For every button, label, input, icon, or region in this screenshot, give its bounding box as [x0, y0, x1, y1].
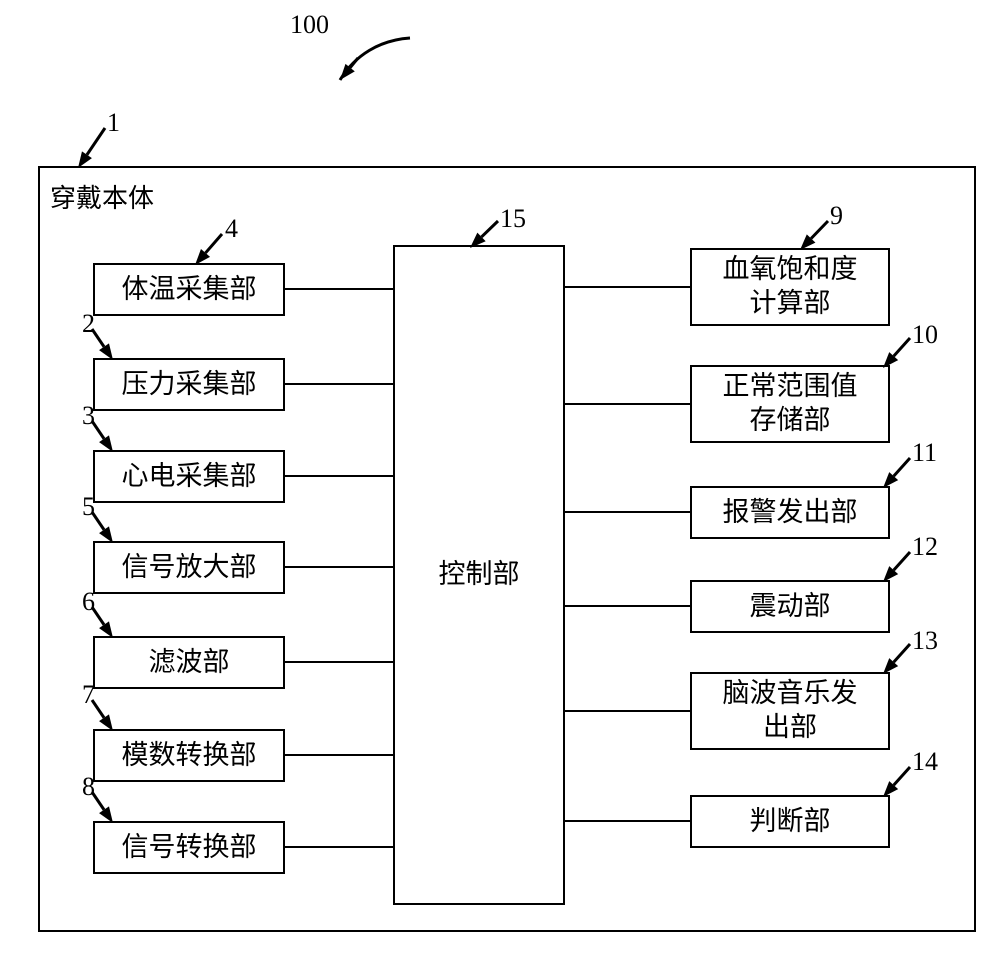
left-label-3: 心电采集部	[122, 460, 257, 494]
ref-num-12: 12	[912, 532, 938, 562]
outer-container-title: 穿戴本体	[50, 178, 154, 215]
ref-num-2: 2	[82, 309, 95, 339]
ref-num-4: 4	[225, 214, 238, 244]
ref-num-6: 6	[82, 587, 95, 617]
diagram-canvas: 穿戴本体 控制部 体温采集部 4 压力采集部 2 心电采集部 3 信号放大部 5 滤波部 6 模数转…	[0, 0, 1000, 963]
left-block-4: 体温采集部	[93, 263, 285, 316]
right-label-10: 正常范围值 存储部	[723, 370, 858, 438]
left-label-6: 滤波部	[149, 646, 230, 680]
right-block-10: 正常范围值 存储部	[690, 365, 890, 443]
ref-num-5: 5	[82, 492, 95, 522]
ref-num-8: 8	[82, 772, 95, 802]
ref-num-1: 1	[107, 108, 120, 138]
right-block-12: 震动部	[690, 580, 890, 633]
ref-num-15: 15	[500, 204, 526, 234]
right-block-11: 报警发出部	[690, 486, 890, 539]
ref-num-13: 13	[912, 626, 938, 656]
ref-num-11: 11	[912, 438, 937, 468]
right-label-9: 血氧饱和度 计算部	[723, 253, 858, 321]
ref-num-100: 100	[290, 10, 329, 40]
ref-num-7: 7	[82, 680, 95, 710]
ref-num-3: 3	[82, 401, 95, 431]
left-label-8: 信号转换部	[122, 831, 257, 865]
left-label-5: 信号放大部	[122, 551, 257, 585]
ref-num-10: 10	[912, 320, 938, 350]
left-block-7: 模数转换部	[93, 729, 285, 782]
left-block-2: 压力采集部	[93, 358, 285, 411]
central-control-block: 控制部	[393, 245, 565, 905]
right-block-14: 判断部	[690, 795, 890, 848]
right-block-13: 脑波音乐发 出部	[690, 672, 890, 750]
left-block-8: 信号转换部	[93, 821, 285, 874]
left-block-5: 信号放大部	[93, 541, 285, 594]
left-label-2: 压力采集部	[122, 368, 257, 402]
left-label-4: 体温采集部	[122, 273, 257, 307]
left-block-6: 滤波部	[93, 636, 285, 689]
right-label-14: 判断部	[750, 805, 831, 839]
left-label-7: 模数转换部	[122, 739, 257, 773]
central-control-label: 控制部	[439, 558, 520, 592]
ref-num-9: 9	[830, 201, 843, 231]
left-block-3: 心电采集部	[93, 450, 285, 503]
right-block-9: 血氧饱和度 计算部	[690, 248, 890, 326]
ref-num-14: 14	[912, 747, 938, 777]
right-label-12: 震动部	[750, 590, 831, 624]
right-label-13: 脑波音乐发 出部	[723, 677, 858, 745]
right-label-11: 报警发出部	[723, 496, 858, 530]
